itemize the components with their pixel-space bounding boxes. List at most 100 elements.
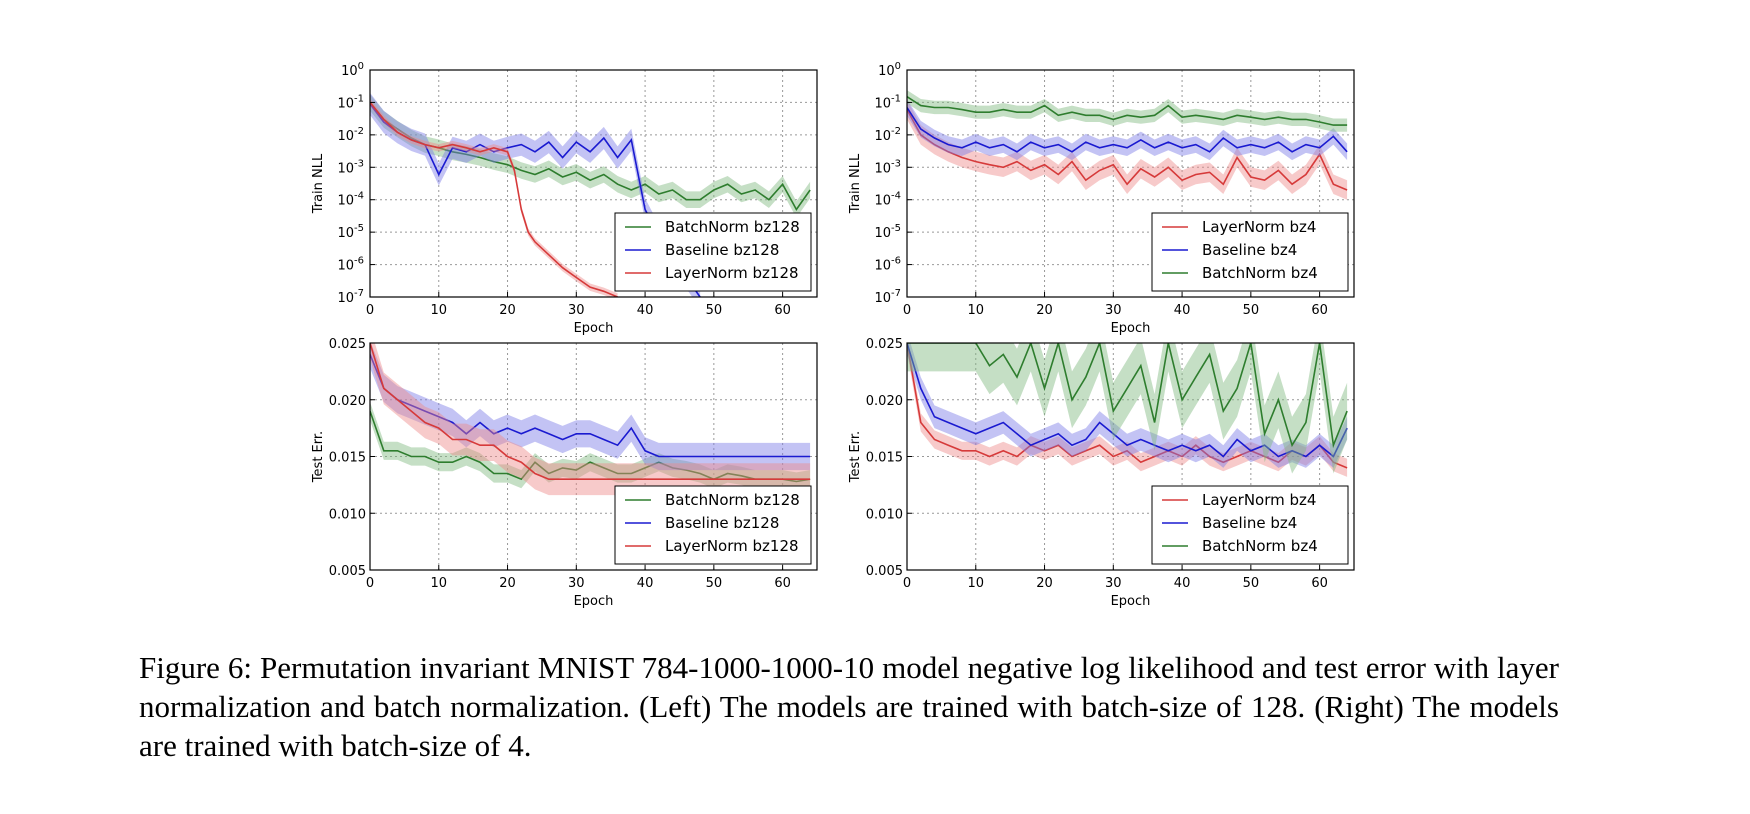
y-tick-exponent: -7: [891, 288, 901, 299]
y-tick-label: 10-6: [337, 256, 364, 274]
y-tick-label: 10-4: [874, 191, 901, 209]
x-axis-label: Epoch: [574, 594, 614, 609]
y-tick-label: 10-5: [337, 223, 364, 241]
legend-label: BatchNorm bz128: [665, 491, 800, 509]
y-tick-label: 10-3: [874, 158, 901, 176]
y-tick-label: 10-5: [874, 223, 901, 241]
figure-caption: Figure 6: Permutation invariant MNIST 78…: [139, 650, 1559, 763]
series-line-baseline: [907, 343, 1348, 458]
y-tick-exponent: 0: [358, 61, 364, 72]
legend-label: Baseline bz4: [1202, 241, 1297, 259]
y-axis-label: Test Err.: [311, 431, 326, 483]
y-tick-label: 10-2: [337, 126, 364, 144]
y-tick-exponent: -3: [891, 158, 901, 169]
legend-label: BatchNorm bz4: [1202, 537, 1318, 555]
series-line-layernorm: [907, 109, 1348, 191]
x-tick-label: 10: [967, 576, 984, 591]
y-tick-exponent: -6: [891, 256, 901, 267]
legend-label: LayerNorm bz4: [1202, 491, 1316, 509]
series-line-layernorm: [370, 101, 618, 297]
plot-area: [907, 343, 1348, 477]
x-tick-label: 50: [706, 576, 723, 591]
legend-box: [614, 485, 812, 565]
x-tick-label: 40: [637, 303, 654, 318]
y-axis-label: Test Err.: [848, 431, 863, 483]
y-tick-exponent: -2: [354, 126, 364, 137]
x-axis-label: Epoch: [1111, 594, 1151, 609]
y-tick-label: 0.020: [866, 394, 903, 409]
y-axis-label: Train NLL: [848, 153, 863, 214]
x-tick-label: 10: [430, 303, 447, 318]
series-band-layernorm: [907, 99, 1348, 200]
x-tick-label: 0: [903, 576, 911, 591]
legend-box: [614, 212, 812, 292]
y-tick-label: 10-3: [337, 158, 364, 176]
y-tick-label: 0.020: [329, 394, 366, 409]
y-tick-label: 10-7: [337, 288, 364, 306]
x-tick-label: 20: [499, 303, 516, 318]
y-axis-label: Train NLL: [311, 153, 326, 214]
legend-label: LayerNorm bz128: [665, 264, 799, 282]
x-tick-label: 10: [967, 303, 984, 318]
x-tick-label: 20: [1036, 576, 1053, 591]
y-tick-label: 0.010: [329, 507, 366, 522]
legend-label: BatchNorm bz4: [1202, 264, 1318, 282]
y-tick-label: 10-7: [874, 288, 901, 306]
y-tick-label: 10-1: [337, 93, 364, 111]
x-tick-label: 0: [903, 303, 911, 318]
series-band-baseline: [370, 343, 811, 471]
legend-label: LayerNorm bz128: [665, 537, 799, 555]
x-tick-label: 50: [706, 303, 723, 318]
legend-label: Baseline bz128: [665, 514, 779, 532]
legend-box: [1151, 212, 1349, 292]
y-tick-label: 0.015: [329, 451, 366, 466]
y-tick-label: 100: [341, 61, 364, 79]
y-tick-label: 10-6: [874, 256, 901, 274]
y-tick-exponent: -3: [354, 158, 364, 169]
plot-area: [370, 92, 811, 297]
series-line-baseline: [907, 107, 1348, 153]
y-tick-label: 10-2: [874, 126, 901, 144]
series-line-layernorm: [370, 343, 811, 481]
x-tick-label: 30: [568, 576, 585, 591]
plot-area: [907, 90, 1348, 200]
x-tick-label: 0: [366, 576, 374, 591]
y-tick-label: 0.015: [866, 451, 903, 466]
x-tick-label: 10: [430, 576, 447, 591]
y-tick-exponent: -1: [891, 93, 901, 104]
x-tick-label: 30: [1105, 303, 1122, 318]
series-band-baseline: [907, 99, 1348, 161]
chart-panel-train-nll-bz4: 0 10 20 30 40 50 60 100 10-1 10-2 10-3 10-4 10-5 10-6…: [848, 61, 1355, 336]
x-tick-label: 60: [774, 303, 791, 318]
y-tick-label: 0.010: [866, 507, 903, 522]
figure-canvas: 0 10 20 30 40 50 6010010-110-210-310-410-510-6…: [311, 61, 1355, 609]
x-tick-label: 40: [1174, 576, 1191, 591]
legend-label: BatchNorm bz128: [665, 218, 800, 236]
series-line-batchnorm: [907, 96, 1348, 126]
legend-label: Baseline bz128: [665, 241, 779, 259]
x-tick-label: 60: [774, 576, 791, 591]
x-tick-label: 60: [1311, 303, 1328, 318]
y-tick-exponent: -4: [891, 191, 901, 202]
y-tick-exponent: -5: [891, 223, 901, 234]
y-tick-label: 0.005: [329, 564, 366, 579]
series-band-layernorm: [370, 98, 618, 297]
series-line-baseline: [370, 354, 811, 458]
series-band-batchnorm: [370, 94, 811, 218]
x-tick-label: 40: [1174, 303, 1191, 318]
chart-panel-test-err-bz128: 0 10 20 30 40 50 60 0.025 0.020 0.015 0.010 0.005 Ep…: [311, 337, 818, 609]
x-axis-label: Epoch: [574, 321, 614, 336]
x-tick-label: 40: [637, 576, 654, 591]
y-tick-exponent: -7: [354, 288, 364, 299]
plot-area: [370, 343, 811, 496]
y-tick-label: 0.025: [329, 337, 366, 352]
y-tick-label: 10-1: [874, 93, 901, 111]
series-line-batchnorm: [370, 410, 811, 483]
series-band-batchnorm: [907, 90, 1348, 132]
y-tick-exponent: -5: [354, 223, 364, 234]
x-tick-label: 50: [1243, 576, 1260, 591]
legend: BatchNorm bz128 Baseline bz128 LayerNorm b…: [614, 212, 812, 292]
x-tick-label: 30: [1105, 576, 1122, 591]
series-line-layernorm: [907, 343, 1348, 469]
chart-panel-train-nll-bz128: 0 10 20 30 40 50 60 100 10-1 10-2 10-3 10-4 10-5 10-6…: [311, 61, 818, 336]
